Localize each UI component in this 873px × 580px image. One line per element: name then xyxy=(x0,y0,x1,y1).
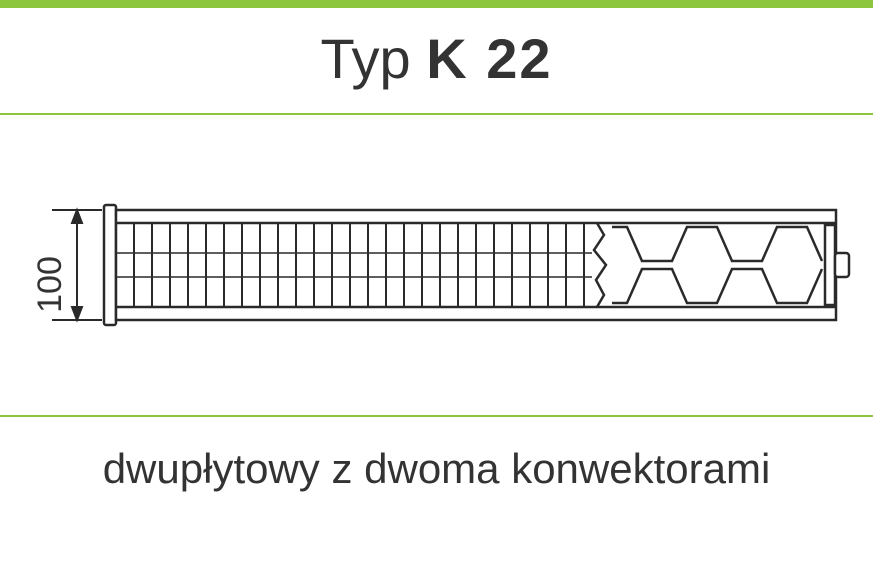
title-label: Typ xyxy=(320,27,410,90)
title-section: Typ K 22 xyxy=(0,8,873,113)
footer-section: dwupłytowy z dwoma konwektorami xyxy=(0,417,873,493)
top-green-bar xyxy=(0,0,873,8)
title-model: K 22 xyxy=(426,27,552,90)
product-title: Typ K 22 xyxy=(0,26,873,91)
footer-text: dwupłytowy z dwoma konwektorami xyxy=(0,445,873,493)
radiator-diagram xyxy=(22,175,852,375)
radiator-body xyxy=(104,205,849,325)
diagram-section: 100 xyxy=(0,115,873,415)
dimension-label: 100 xyxy=(31,256,70,313)
